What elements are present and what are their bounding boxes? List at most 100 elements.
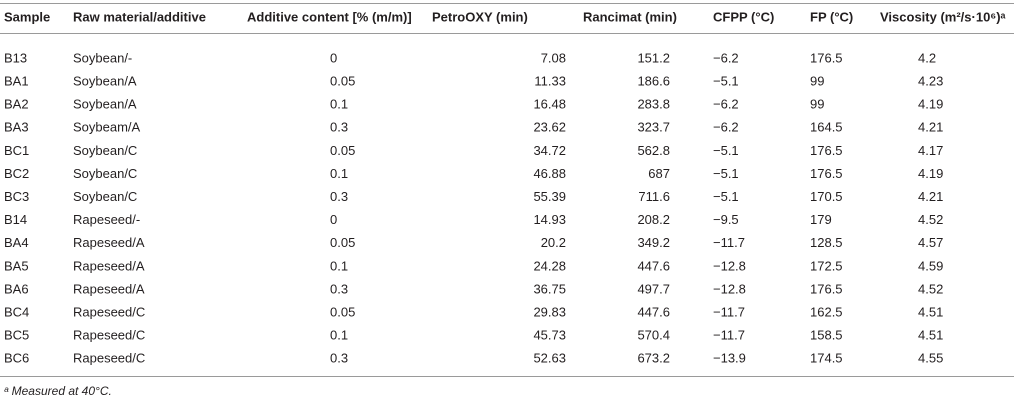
cell: 323.7 [637,120,670,135]
cell: −6.2 [713,120,739,135]
cell: 208.2 [637,212,670,227]
cell: −5.1 [713,74,739,89]
cell: −11.7 [713,328,745,343]
cell: BA5 [4,258,29,273]
cell: 0.05 [330,235,355,250]
cell: BA2 [4,97,29,112]
header-cell: PetroOXY (min) [432,9,528,24]
cell: Soybean/A [73,97,137,112]
cell: 4.21 [918,120,943,135]
cell: Soybeam/A [73,120,141,135]
cell: −11.7 [713,305,745,320]
cell: 14.93 [533,212,566,227]
cell: 0.1 [330,328,348,343]
cell: BC4 [4,305,29,320]
cell: 673.2 [637,351,670,366]
cell: −5.1 [713,166,739,181]
cell: 0.1 [330,258,348,273]
cell: 497.7 [637,281,670,296]
cell: BC6 [4,351,29,366]
cell: 0.05 [330,143,355,158]
cell: BC2 [4,166,29,181]
footnote: ᵃ Measured at 40°C. [4,384,112,398]
cell: Soybean/C [73,189,137,204]
cell: B14 [4,212,27,227]
header-cell: Rancimat (min) [583,9,677,24]
cell: 447.6 [637,258,670,273]
cell: 4.59 [918,258,943,273]
header-cell: Additive content [% (m/m)] [247,9,412,24]
cell: 562.8 [637,143,670,158]
cell: −11.7 [713,235,745,250]
cell: 7.08 [541,50,566,65]
cell: 447.6 [637,305,670,320]
cell: 186.6 [637,74,670,89]
cell: Rapeseed/C [73,351,145,366]
cell: BC3 [4,189,29,204]
cell: 0.3 [330,120,348,135]
cell: −12.8 [713,281,746,296]
cell: 0 [330,212,337,227]
header-cell: Raw material/additive [73,9,206,24]
cell: 162.5 [810,305,843,320]
cell: −6.2 [713,50,739,65]
cell: 36.75 [533,281,566,296]
cell: 99 [810,74,824,89]
cell: 29.83 [533,305,566,320]
cell: 4.2 [918,50,936,65]
cell: 128.5 [810,235,843,250]
cell: 0.05 [330,305,355,320]
cell: 4.51 [918,328,943,343]
cell: 23.62 [533,120,566,135]
cell: Rapeseed/A [73,258,145,273]
cell: 0.3 [330,351,348,366]
cell: −6.2 [713,97,739,112]
cell: 99 [810,97,824,112]
cell: BA3 [4,120,29,135]
cell: 172.5 [810,258,843,273]
cell: 4.23 [918,74,943,89]
cell: BC1 [4,143,29,158]
cell: 0 [330,50,337,65]
cell: 16.48 [533,97,566,112]
cell: Rapeseed/A [73,235,145,250]
cell: Soybean/C [73,143,137,158]
cell: 164.5 [810,120,843,135]
cell: 170.5 [810,189,843,204]
cell: 283.8 [637,97,670,112]
cell: 176.5 [810,50,843,65]
cell: 4.55 [918,351,943,366]
cell: 34.72 [533,143,566,158]
cell: 687 [648,166,670,181]
cell: 0.1 [330,97,348,112]
header-cell: Viscosity (m²/s·10⁶)ᵃ [880,9,1006,24]
cell: 4.17 [918,143,943,158]
cell: 55.39 [533,189,566,204]
cell: Soybean/C [73,166,137,181]
cell: 52.63 [533,351,566,366]
cell: BA4 [4,235,29,250]
cell: Soybean/A [73,74,137,89]
cell: 46.88 [533,166,566,181]
cell: −9.5 [713,212,739,227]
cell: B13 [4,50,27,65]
cell: 0.3 [330,189,348,204]
cell: 4.52 [918,212,943,227]
cell: 4.19 [918,97,943,112]
cell: 176.5 [810,166,843,181]
cell: 158.5 [810,328,843,343]
cell: 11.33 [534,74,566,89]
cell: 45.73 [533,328,566,343]
cell: BA1 [4,74,29,89]
cell: 176.5 [810,281,843,296]
cell: Rapeseed/A [73,281,145,296]
cell: 4.19 [918,166,943,181]
cell: Rapeseed/- [73,212,140,227]
cell: −13.9 [713,351,746,366]
cell: 711.6 [638,189,670,204]
cell: 0.3 [330,281,348,296]
cell: −12.8 [713,258,746,273]
cell: BC5 [4,328,29,343]
cell: 4.21 [918,189,943,204]
cell: −5.1 [713,143,739,158]
